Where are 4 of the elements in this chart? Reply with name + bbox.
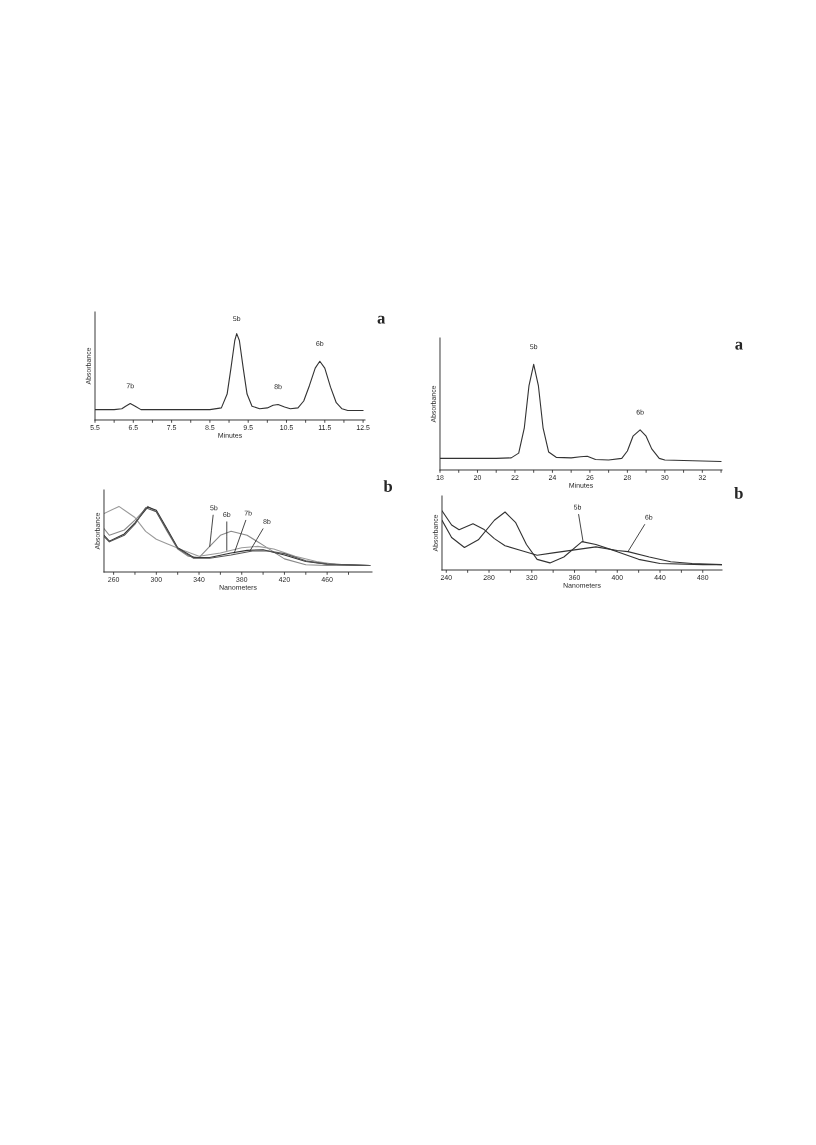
text: a <box>377 315 386 324</box>
text: b <box>734 487 743 499</box>
text: b <box>383 480 393 492</box>
text: a <box>735 341 743 350</box>
